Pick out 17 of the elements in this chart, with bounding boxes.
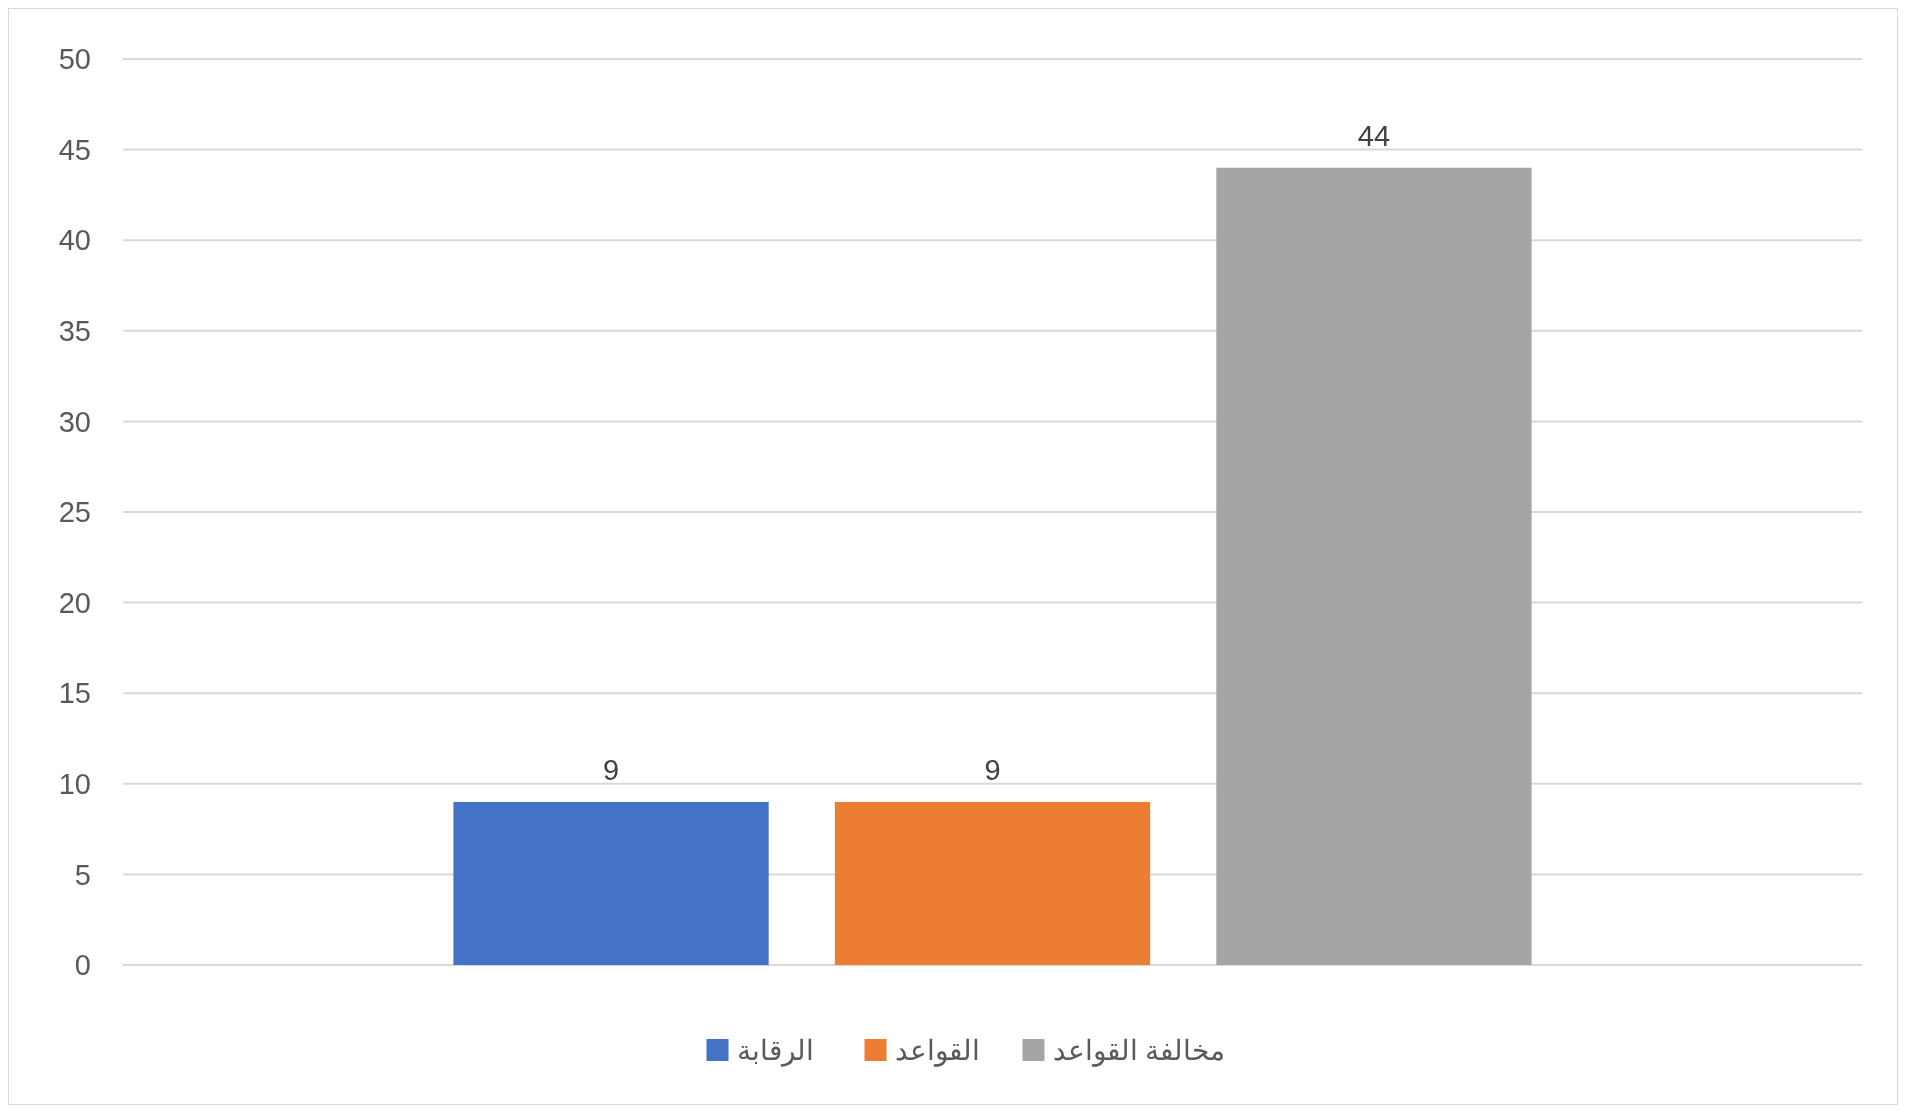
data-label: 9 (984, 753, 1001, 786)
y-tick-label: 10 (58, 767, 91, 800)
y-tick-label: 40 (58, 224, 91, 257)
legend-label: مخالفة القواعد (1052, 1034, 1226, 1067)
y-tick-label: 30 (58, 405, 91, 438)
y-tick-label: 50 (58, 43, 91, 76)
y-tick-label: 5 (74, 858, 91, 891)
y-tick-label: 15 (58, 677, 91, 710)
y-tick-label: 35 (58, 314, 91, 347)
y-tick-label: 25 (58, 496, 91, 529)
legend-label: القواعد (894, 1034, 980, 1067)
legend-label: الرقابة (736, 1034, 814, 1067)
y-tick-label: 0 (74, 949, 91, 982)
data-label: 9 (602, 753, 620, 786)
y-tick-label: 20 (58, 586, 91, 619)
data-label: 44 (1357, 119, 1391, 152)
y-tick-label: 45 (58, 133, 91, 166)
